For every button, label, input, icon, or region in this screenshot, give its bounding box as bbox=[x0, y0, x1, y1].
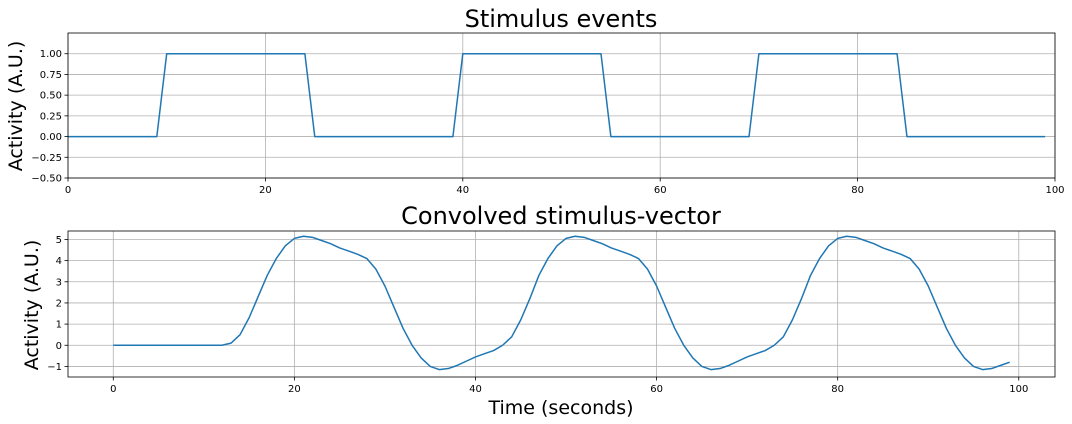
grid bbox=[68, 231, 1055, 377]
y-tick-label: 0.75 bbox=[40, 70, 62, 81]
series-line bbox=[68, 52, 1046, 138]
x-tick-label: 60 bbox=[654, 185, 667, 196]
ticks: 0 20 40 60 80 100 −1 0 1 2 3 4 5 bbox=[47, 235, 1028, 395]
plot-frame bbox=[67, 32, 1056, 179]
ticks: 0 20 40 60 80 100 −0.50 −0.25 0.00 0.25 0.50 0.75 1.… bbox=[31, 49, 1064, 196]
y-tick-label: −1 bbox=[47, 362, 62, 373]
y-tick-label: 3 bbox=[56, 277, 62, 288]
series-line bbox=[113, 235, 1010, 371]
series bbox=[68, 52, 1046, 138]
y-tick-label: 2 bbox=[56, 298, 62, 309]
convolved-stimulus-chart: Convolved stimulus-vector Activity (A.U.… bbox=[21, 202, 1056, 419]
y-tick-label: 1 bbox=[56, 320, 62, 331]
x-axis-label: Time (seconds) bbox=[487, 397, 633, 419]
x-tick-label: 40 bbox=[469, 384, 482, 395]
x-tick-label: 80 bbox=[831, 384, 844, 395]
y-tick-label: 0 bbox=[56, 341, 62, 352]
x-tick-label: 20 bbox=[288, 384, 301, 395]
stimulus-events-chart: Stimulus events Activity (A.U.) 0 20 40 60 8… bbox=[5, 5, 1065, 196]
plot-frame bbox=[67, 230, 1056, 378]
y-tick-label: 0.50 bbox=[40, 91, 62, 102]
y-tick-label: 5 bbox=[56, 235, 62, 246]
chart-title: Convolved stimulus-vector bbox=[401, 202, 721, 230]
y-tick-label: −0.25 bbox=[31, 153, 62, 164]
x-tick-label: 100 bbox=[1045, 185, 1064, 196]
y-tick-label: −0.50 bbox=[31, 174, 62, 185]
chart-title: Stimulus events bbox=[465, 5, 658, 33]
x-tick-label: 0 bbox=[65, 185, 71, 196]
x-tick-label: 60 bbox=[650, 384, 663, 395]
x-tick-label: 0 bbox=[110, 384, 116, 395]
grid bbox=[67, 33, 1056, 179]
y-axis-label: Activity (A.U.) bbox=[5, 41, 27, 172]
y-tick-label: 4 bbox=[56, 256, 62, 267]
y-axis-label: Activity (A.U.) bbox=[21, 240, 43, 371]
x-tick-label: 100 bbox=[1009, 384, 1028, 395]
x-tick-label: 20 bbox=[259, 185, 272, 196]
y-tick-label: 0.25 bbox=[40, 111, 62, 122]
series bbox=[113, 235, 1010, 371]
y-tick-label: 1.00 bbox=[40, 49, 62, 60]
x-tick-label: 80 bbox=[851, 185, 864, 196]
x-tick-label: 40 bbox=[456, 185, 469, 196]
y-tick-label: 0.00 bbox=[40, 132, 62, 143]
